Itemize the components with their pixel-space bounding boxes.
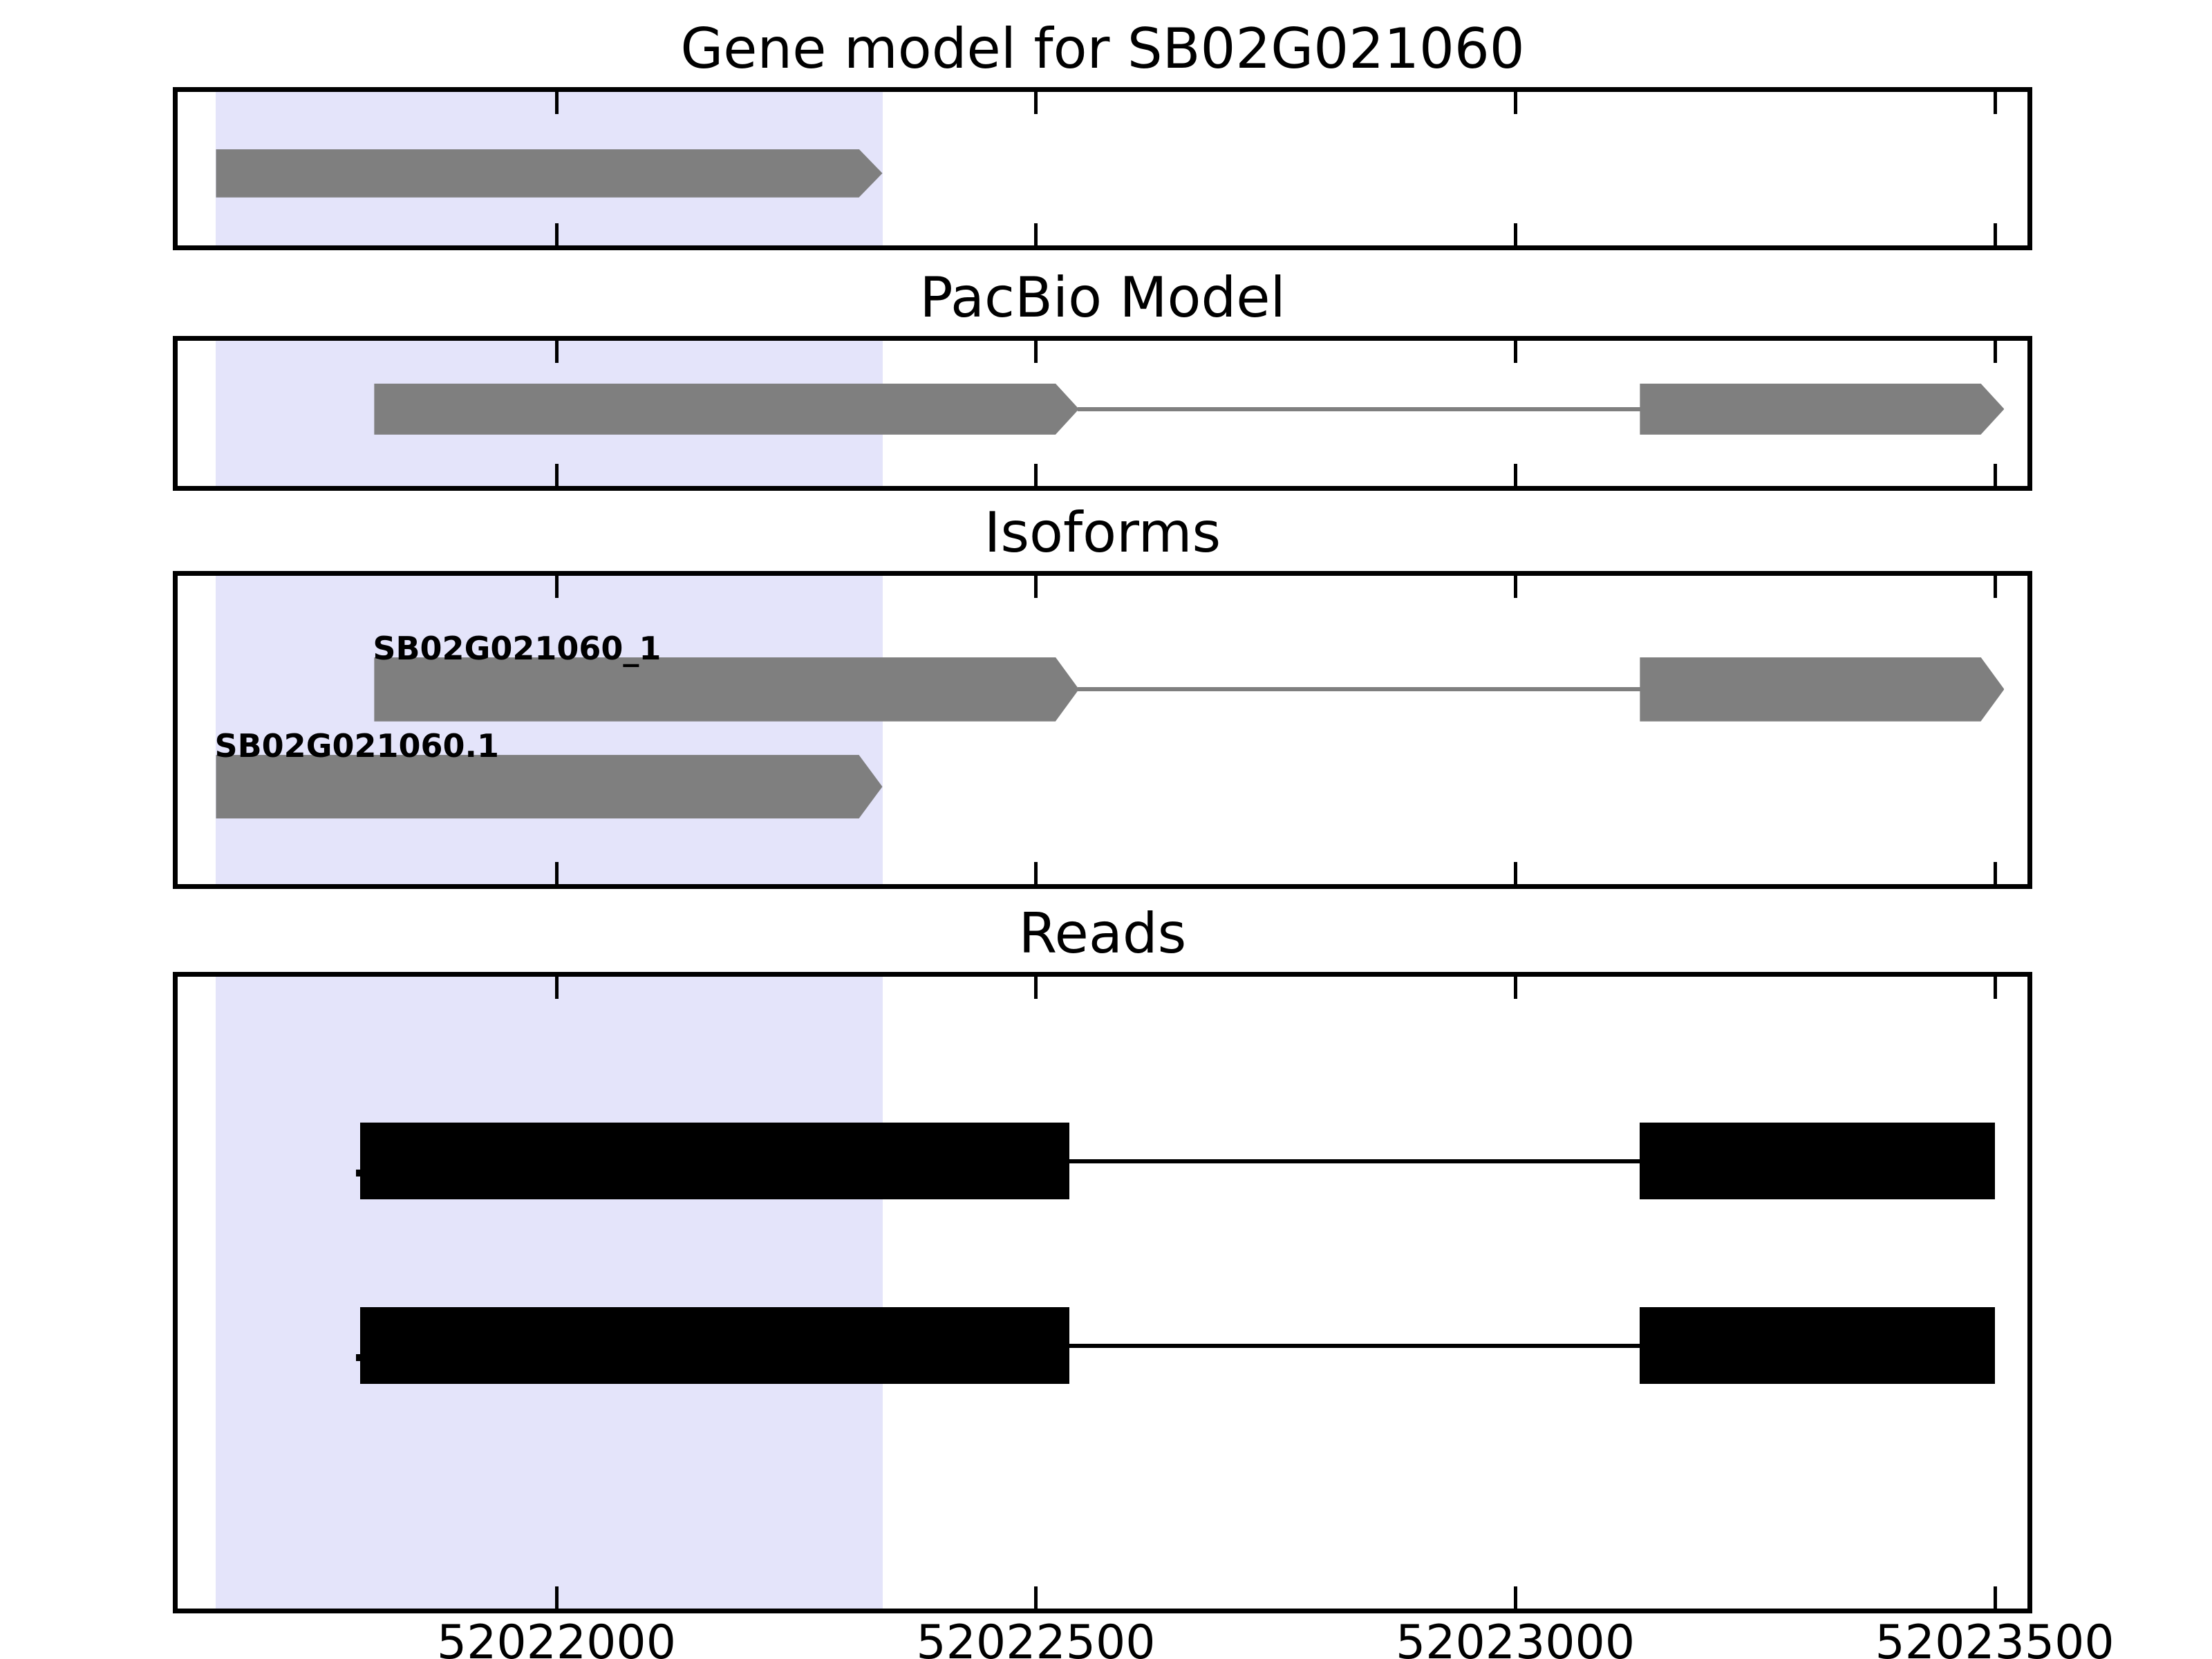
x-tick-mark	[554, 862, 559, 884]
x-tick-mark	[1514, 862, 1518, 884]
x-tick-mark	[1514, 223, 1518, 245]
read-block	[359, 1123, 1070, 1200]
x-tick-mark	[1993, 92, 1997, 114]
x-tick-mark	[1993, 576, 1997, 598]
pacbio-panel-title: PacBio Model	[919, 265, 1286, 330]
x-tick-mark	[554, 223, 559, 245]
x-tick-mark	[1034, 1586, 1038, 1609]
x-tick-mark	[1993, 464, 1997, 486]
x-tick-mark	[1034, 977, 1038, 999]
exon-block	[1640, 657, 2004, 722]
x-tick-mark	[1034, 464, 1038, 486]
x-tick-mark	[1993, 223, 1997, 245]
x-tick-mark	[554, 977, 559, 999]
exon-block	[1640, 384, 2004, 435]
isoforms-panel-title: Isoforms	[984, 500, 1221, 565]
x-tick-mark	[1034, 223, 1038, 245]
intron-line	[1068, 1343, 1642, 1348]
x-tick-label: 52022500	[916, 1615, 1156, 1659]
x-tick-mark	[554, 341, 559, 363]
exon-block	[374, 384, 1079, 435]
x-tick-mark	[1034, 576, 1038, 598]
highlight-region	[216, 977, 883, 1609]
read-block	[359, 1307, 1070, 1385]
x-tick-mark	[1034, 341, 1038, 363]
x-tick-mark	[1993, 862, 1997, 884]
figure-title: Gene model for SB02G021060	[680, 17, 1525, 81]
read-label-mark	[355, 1353, 362, 1361]
x-tick-mark	[1514, 92, 1518, 114]
x-tick-mark	[1514, 977, 1518, 999]
x-tick-mark	[1034, 92, 1038, 114]
x-tick-mark	[1034, 862, 1038, 884]
x-tick-mark	[1993, 1586, 1997, 1609]
x-tick-mark	[1993, 977, 1997, 999]
x-tick-mark	[1514, 1586, 1518, 1609]
x-tick-mark	[554, 576, 559, 598]
highlight-region	[216, 576, 883, 884]
x-tick-label: 52023500	[1875, 1615, 2115, 1659]
x-tick-mark	[1514, 576, 1518, 598]
isoform-label: SB02G021060_1	[373, 629, 662, 667]
reads-panel-title: Reads	[1018, 901, 1187, 966]
panel-pacbio-model	[173, 336, 2032, 491]
x-tick-mark	[1993, 341, 1997, 363]
read-label-mark	[355, 1169, 362, 1177]
exon-block	[216, 755, 882, 818]
read-block	[1640, 1307, 1995, 1385]
panel-gene-model	[173, 87, 2032, 250]
x-tick-label: 52022000	[436, 1615, 676, 1659]
panel-reads	[173, 972, 2032, 1613]
exon-block	[216, 149, 882, 198]
x-tick-mark	[554, 464, 559, 486]
x-tick-mark	[1514, 341, 1518, 363]
panel-isoforms: SB02G021060_1 SB02G021060.1	[173, 571, 2032, 889]
x-tick-mark	[554, 1586, 559, 1609]
read-block	[1640, 1123, 1995, 1200]
intron-line	[1077, 687, 1642, 692]
exon-block	[374, 657, 1079, 722]
isoform-label: SB02G021060.1	[214, 727, 499, 765]
x-tick-mark	[554, 92, 559, 114]
intron-line	[1077, 406, 1642, 411]
x-tick-mark	[1514, 464, 1518, 486]
x-tick-label: 52023000	[1395, 1615, 1635, 1659]
intron-line	[1068, 1159, 1642, 1163]
